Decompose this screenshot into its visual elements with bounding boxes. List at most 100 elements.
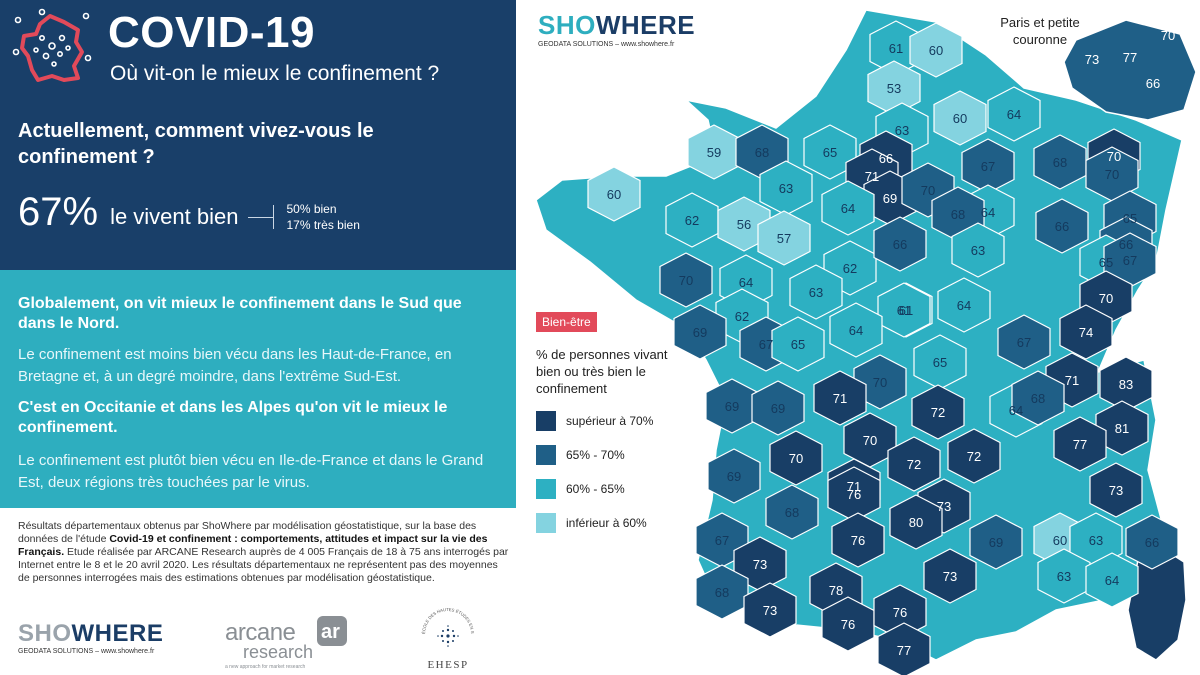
paris-dept-value: 77: [1123, 50, 1137, 65]
department-value: 67: [1017, 335, 1031, 350]
department-value: 69: [771, 401, 785, 416]
department-value: 65: [933, 355, 947, 370]
department-shape: [587, 166, 641, 222]
finding-idf-grand-est: Le confinement est plutôt bien vécu en I…: [18, 452, 484, 491]
findings-block: Globalement, on vit mieux le confinement…: [0, 270, 516, 508]
department-shape: [821, 180, 875, 236]
department-value: 62: [735, 309, 749, 324]
department-value: 69: [883, 191, 897, 206]
department-shape: [789, 264, 843, 320]
department-value: 67: [759, 337, 773, 352]
paris-dept-value: 73: [1085, 52, 1099, 67]
svg-text:a new approach for market rese: a new approach for market research: [225, 664, 306, 670]
department-value: 68: [1031, 391, 1045, 406]
department-value: 70: [921, 183, 935, 198]
department-value: 69: [725, 399, 739, 414]
department-value: 64: [841, 201, 855, 216]
finding-less-well: Le confinement est moins bien vécu dans …: [18, 346, 452, 385]
department-value: 73: [763, 603, 777, 618]
department-value: 68: [951, 207, 965, 222]
department-value: 68: [755, 145, 769, 160]
paris-inset-title: Paris et petite couronne: [1000, 15, 1080, 47]
paris-inset-labels: 70 73 77 66: [1085, 28, 1175, 91]
department-shape: [771, 316, 825, 372]
department-shape: [803, 124, 857, 180]
department-shape: [947, 428, 1001, 484]
department-shape: [877, 282, 931, 338]
map-legend: Bien-être % de personnes vivant bien ou …: [536, 312, 676, 533]
department-value: 60: [953, 111, 967, 126]
department-value: 71: [847, 479, 861, 494]
department-shape: [889, 494, 943, 550]
department-value: 65: [1099, 255, 1113, 270]
legend-item-above-70: supérieur à 70%: [536, 411, 676, 431]
department-value: 70: [1107, 149, 1121, 164]
department-shape: [877, 622, 931, 675]
partner-logos: SHOWHERE GEODATA SOLUTIONS – www.showher…: [0, 600, 516, 675]
legend-label: 65% - 70%: [566, 448, 625, 462]
department-shape: [1095, 400, 1149, 456]
stat-bien: 50% bien: [286, 201, 337, 216]
department-shape: [743, 582, 797, 638]
department-value: 64: [957, 298, 971, 313]
department-value: 76: [847, 487, 861, 502]
department-value: 69: [693, 325, 707, 340]
department-shape: [1033, 134, 1087, 190]
department-shape: [853, 354, 907, 410]
department-value: 73: [1109, 483, 1123, 498]
department-shape: [717, 196, 771, 252]
note-study-title: Covid-19 et confinement : comportements,…: [18, 533, 488, 558]
department-value: 78: [829, 583, 843, 598]
department-value: 63: [1057, 569, 1071, 584]
department-value: 72: [967, 449, 981, 464]
department-value: 68: [785, 505, 799, 520]
department-shape: [751, 380, 805, 436]
map-area: 61 60 53 60 64 59 68 65 63 66 71 69 70 67 68 70 70 64 65 60…: [516, 0, 1200, 675]
department-shape: [873, 216, 927, 272]
department-value: 66: [879, 151, 893, 166]
department-shape: [923, 548, 977, 604]
paris-dept-value: 66: [1146, 76, 1160, 91]
showhere-word-where: WHERE: [71, 620, 164, 647]
department-value: 72: [931, 405, 945, 420]
department-shape: [695, 564, 749, 620]
legend-swatch: [536, 445, 556, 465]
legend-swatch: [536, 513, 556, 533]
department-shape: [765, 484, 819, 540]
department-value: 76: [841, 617, 855, 632]
department-value: 62: [685, 213, 699, 228]
department-shape: [951, 222, 1005, 278]
department-shape: [1037, 548, 1091, 604]
department-value: 74: [1079, 325, 1093, 340]
paris-inset-outline: [1063, 19, 1197, 121]
department-value: 67: [1123, 253, 1137, 268]
department-value: 59: [707, 145, 721, 160]
department-shape: [997, 314, 1051, 370]
showhere-tagline: GEODATA SOLUTIONS – www.showhere.fr: [18, 648, 155, 655]
department-value: 61: [899, 303, 913, 318]
department-value: 76: [851, 533, 865, 548]
legend-title: % de personnes vivant bien ou très bien …: [536, 347, 668, 396]
department-shape: [1011, 370, 1065, 426]
department-value: 77: [897, 643, 911, 658]
legend-item-below-60: inférieur à 60%: [536, 513, 676, 533]
department-value: 60: [929, 43, 943, 58]
headline-stat: 67% le vivent bien 50% bien 17% très bie…: [18, 190, 360, 235]
legend-swatch: [536, 479, 556, 499]
department-value: 73: [937, 499, 951, 514]
header-block: COVID-19 Où vit-on le mieux le confineme…: [0, 0, 516, 270]
stat-tres-bien: 17% très bien: [286, 217, 360, 232]
department-value: 73: [753, 557, 767, 572]
department-value: 65: [1123, 211, 1137, 226]
department-shape: [829, 302, 883, 358]
department-value: 67: [715, 533, 729, 548]
department-shape: [987, 86, 1041, 142]
department-value: 64: [1105, 573, 1119, 588]
legend-item-65-70: 65% - 70%: [536, 445, 676, 465]
legend-item-60-65: 60% - 65%: [536, 479, 676, 499]
stat-breakdown: 50% bien 17% très bien: [286, 201, 359, 233]
department-shape: [1089, 462, 1143, 518]
department-value: 60: [1053, 533, 1067, 548]
legend-swatch: [536, 411, 556, 431]
department-shape: [813, 370, 867, 426]
